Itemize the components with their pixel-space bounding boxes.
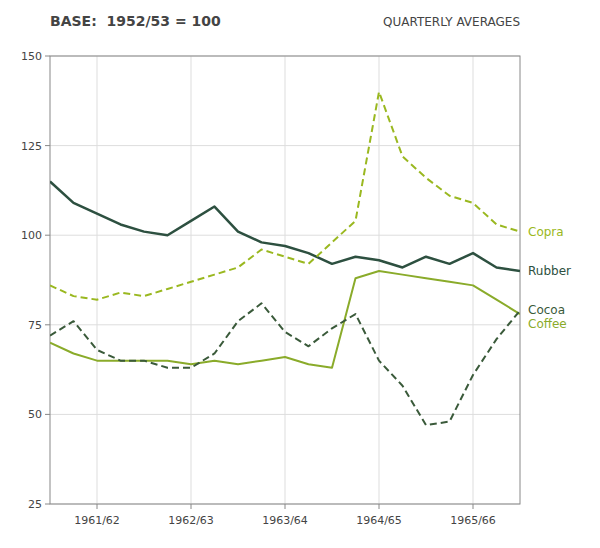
x-tick-label: 1963/64	[262, 514, 308, 527]
grid	[50, 56, 520, 504]
x-tick-label: 1961/62	[74, 514, 120, 527]
y-tick-label: 25	[28, 498, 42, 511]
y-tick	[45, 504, 50, 505]
y-tick-label: 150	[21, 50, 42, 63]
series-label: Rubber	[528, 264, 571, 278]
x-grid-line	[191, 56, 192, 504]
y-tick-label: 50	[28, 408, 42, 421]
y-tick	[45, 324, 50, 325]
series-line	[50, 303, 520, 425]
series-label: Coffee	[528, 317, 567, 331]
x-grid-line	[473, 56, 474, 504]
x-tick	[191, 504, 192, 509]
lines	[50, 92, 520, 425]
y-tick	[45, 56, 50, 57]
title: BASE: 1952/53 = 100	[50, 13, 221, 29]
series-label: Cocoa	[528, 303, 565, 317]
subtitle: QUARTERLY AVERAGES	[383, 15, 520, 29]
x-grid-line	[285, 56, 286, 504]
y-tick-label: 100	[21, 229, 42, 242]
plot-frame	[50, 56, 520, 504]
y-tick-label: 75	[28, 319, 42, 332]
x-grid-line	[379, 56, 380, 504]
x-tick	[473, 504, 474, 509]
x-tick-label: 1964/65	[356, 514, 402, 527]
x-tick-label: 1962/63	[168, 514, 214, 527]
x-tick	[285, 504, 286, 509]
x-grid-line	[97, 56, 98, 504]
series-line	[50, 92, 520, 300]
x-tick	[379, 504, 380, 509]
x-tick	[97, 504, 98, 509]
y-tick-label: 125	[21, 140, 42, 153]
x-tick-label: 1965/66	[450, 514, 496, 527]
series-label: Copra	[528, 225, 564, 239]
y-tick	[45, 235, 50, 236]
series-line	[50, 271, 520, 368]
y-tick	[45, 414, 50, 415]
chart: BASE: 1952/53 = 100 QUARTERLY AVERAGES 25 5…	[0, 0, 600, 548]
y-tick	[45, 145, 50, 146]
